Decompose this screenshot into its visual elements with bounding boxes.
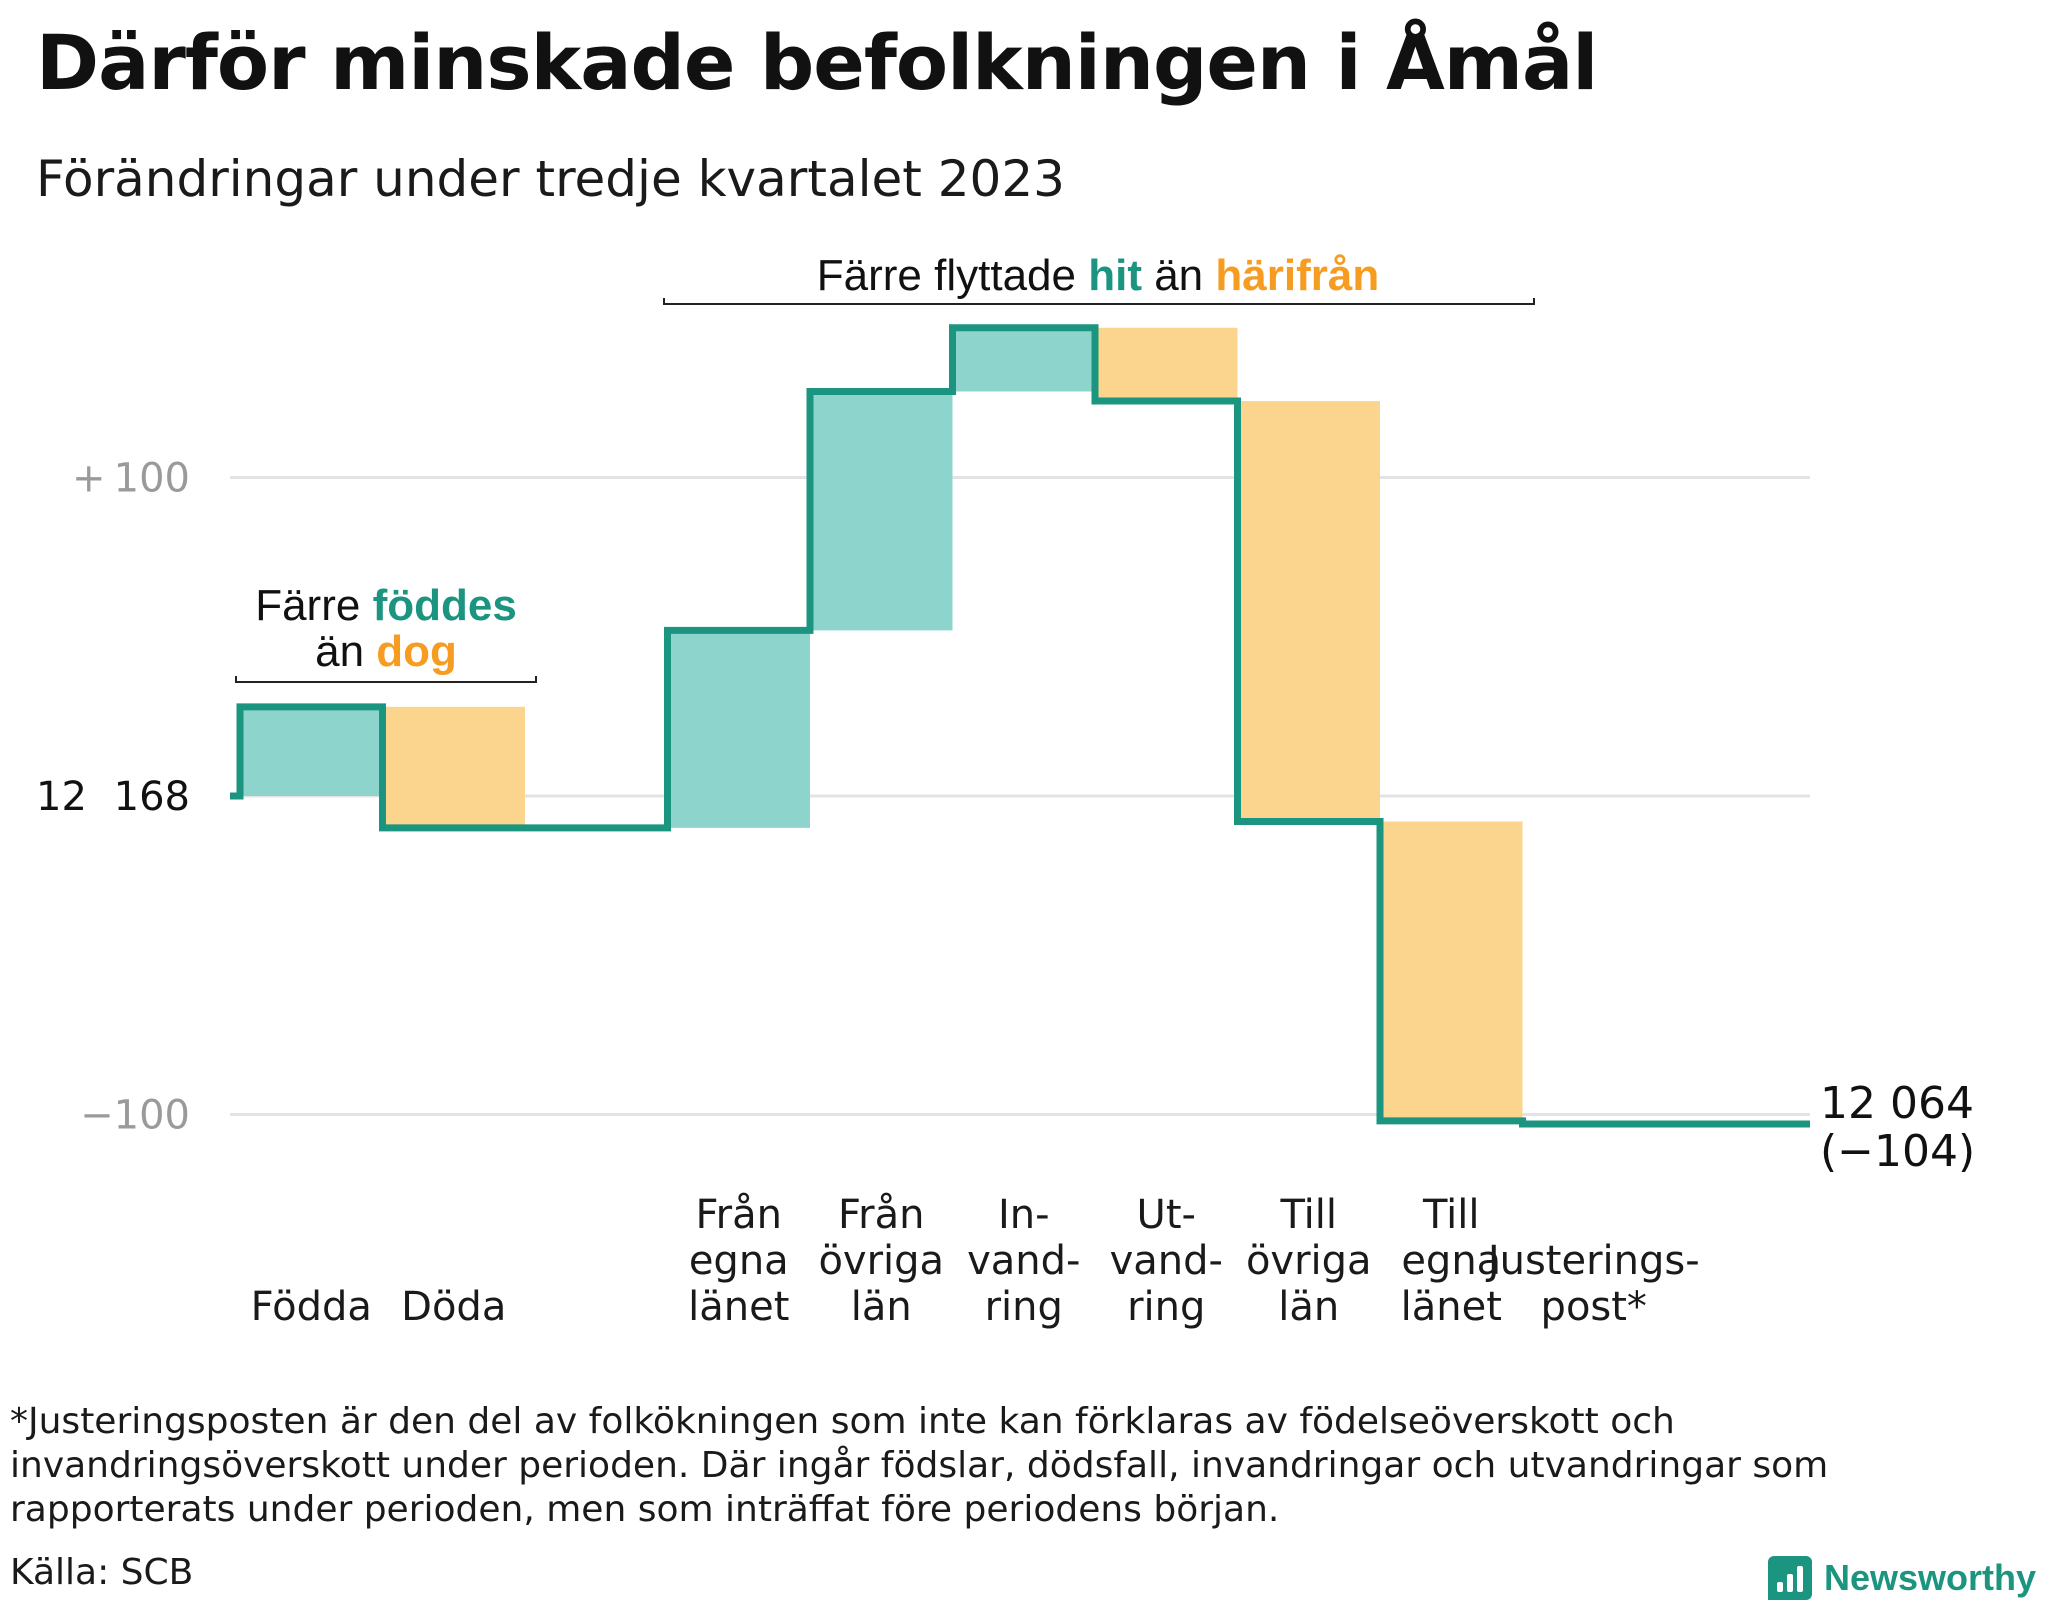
end-value-label: 12 064	[1820, 1078, 1974, 1129]
category-label: post*	[1541, 1284, 1647, 1330]
category-label: Födda	[251, 1284, 372, 1330]
moves-bracket	[663, 298, 1535, 305]
waterfall-bar	[810, 391, 953, 631]
category-label: In-	[998, 1192, 1050, 1238]
category-label: egna	[689, 1238, 789, 1284]
category-label: Till	[1422, 1192, 1480, 1238]
category-label: Justerings-	[1485, 1238, 1700, 1284]
brand-logo[interactable]: Newsworthy	[1768, 1550, 2036, 1606]
category-label: Från	[838, 1192, 924, 1238]
category-label: län	[1278, 1284, 1339, 1330]
y-tick-label: −100	[80, 1093, 190, 1139]
bar-chart-icon	[1768, 1556, 1812, 1600]
category-label: Ut-	[1137, 1192, 1196, 1238]
waterfall-bar	[1095, 327, 1238, 402]
line-layer	[230, 324, 1810, 1128]
births-bracket	[235, 676, 537, 683]
waterfall-bar	[240, 706, 383, 796]
category-label: vand-	[1110, 1238, 1223, 1284]
category-label: län	[851, 1284, 912, 1330]
waterfall-bar	[1237, 401, 1380, 822]
category-label: övriga	[818, 1238, 944, 1284]
category-label: övriga	[1246, 1238, 1372, 1284]
y-tick-label: 100	[114, 456, 190, 502]
source-credit: Källa: SCB	[10, 1552, 194, 1593]
end-change-label: (−104)	[1820, 1126, 1975, 1177]
cumulative-step-line	[230, 324, 1810, 1128]
births-annotation-line2: än dog	[315, 627, 457, 676]
category-label: länet	[688, 1284, 789, 1330]
y-tick-label-prefix: 12	[36, 774, 87, 820]
category-label: Från	[696, 1192, 782, 1238]
y-tick-label: 168	[114, 774, 190, 820]
moves-annotation: Färre flyttade hit än härifrån	[817, 251, 1379, 300]
category-label: länet	[1401, 1284, 1502, 1330]
category-label: Döda	[401, 1284, 506, 1330]
category-label: ring	[1127, 1284, 1205, 1330]
category-label: ring	[985, 1284, 1063, 1330]
waterfall-bar	[667, 630, 810, 828]
y-tick-label-prefix: +	[72, 456, 106, 502]
chart-title: Därför minskade befolkningen i Åmål	[36, 18, 1598, 107]
waterfall-bar	[952, 327, 1095, 392]
category-label: Till	[1279, 1192, 1337, 1238]
waterfall-bar	[1380, 821, 1523, 1121]
births-annotation-line1: Färre föddes	[255, 581, 517, 630]
bar-layer	[240, 327, 1523, 1121]
waterfall-bar	[382, 706, 525, 828]
chart-subtitle: Förändringar under tredje kvartalet 2023	[36, 150, 1065, 208]
footnote: *Justeringsposten är den del av folkökni…	[10, 1401, 1829, 1530]
category-label: vand-	[967, 1238, 1080, 1284]
brand-name: Newsworthy	[1824, 1557, 2037, 1598]
category-label: egna	[1401, 1238, 1501, 1284]
